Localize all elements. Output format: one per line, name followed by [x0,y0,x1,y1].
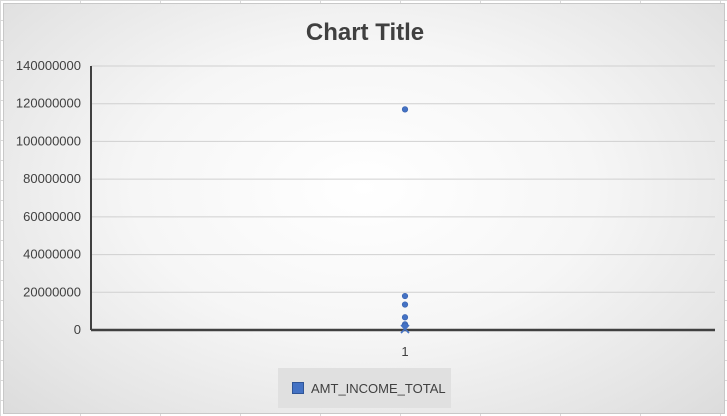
chart-area[interactable]: Chart Title 140000000 120000000 100000000 8… [3,3,725,414]
y-tick-label: 100000000 [16,133,81,148]
y-tick-label: 120000000 [16,96,81,111]
y-tick-label: 20000000 [23,284,81,299]
data-points[interactable] [400,106,410,334]
y-axis-ticks: 140000000 120000000 100000000 80000000 60000… [16,58,81,337]
legend[interactable]: AMT_INCOME_TOTAL [278,368,451,408]
plot-area: 1400000001200000001000000008000000060000… [16,58,715,359]
data-point[interactable] [401,292,409,300]
legend-swatch [292,382,304,394]
data-point[interactable] [401,314,409,321]
y-tick-label: 140000000 [16,58,81,73]
y-tick-label: 80000000 [23,171,81,186]
legend-label: AMT_INCOME_TOTAL [311,380,446,396]
y-tick-label: 40000000 [23,247,81,262]
axes [90,66,715,332]
x-tick-label: 1 [401,344,408,359]
data-point[interactable] [401,301,409,308]
data-point-cluster[interactable] [400,324,410,334]
gridlines [91,65,715,293]
y-tick-label: 60000000 [23,209,81,224]
y-tick-label: 0 [74,322,81,337]
chart-title[interactable]: Chart Title [305,19,425,46]
x-axis-ticks: 1 [401,344,408,359]
data-point[interactable] [401,106,409,113]
